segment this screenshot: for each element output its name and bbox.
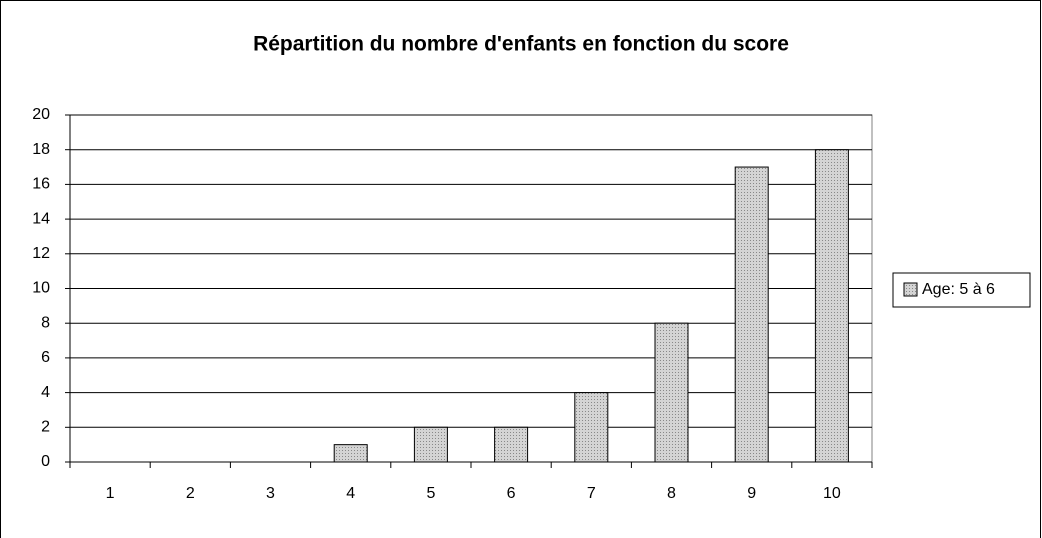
y-tick-label: 12: [32, 245, 50, 262]
y-tick-label: 4: [41, 384, 50, 401]
y-tick-label: 6: [41, 349, 50, 366]
y-tick-label: 10: [32, 280, 50, 297]
x-tick-label: 8: [667, 485, 676, 502]
y-tick-label: 0: [41, 453, 50, 470]
x-tick-label: 10: [823, 485, 841, 502]
bar: [333, 444, 368, 463]
bar: [654, 322, 689, 463]
chart-title: Répartition du nombre d'enfants en fonct…: [253, 33, 789, 56]
x-tick-label: 5: [426, 485, 435, 502]
legend-swatch: [903, 282, 918, 297]
bar: [574, 392, 609, 463]
y-tick-label: 16: [32, 176, 50, 193]
x-tick-label: 1: [106, 485, 115, 502]
x-tick-label: 4: [346, 485, 355, 502]
bar: [413, 426, 448, 463]
x-tick-label: 9: [747, 485, 756, 502]
bar: [814, 149, 849, 463]
x-tick-label: 3: [266, 485, 275, 502]
bar: [494, 426, 529, 463]
y-tick-label: 14: [32, 210, 50, 227]
y-tick-label: 8: [41, 314, 50, 331]
bar: [734, 166, 769, 463]
legend-label: Age: 5 à 6: [922, 281, 995, 298]
x-tick-label: 6: [507, 485, 516, 502]
x-tick-label: 7: [587, 485, 596, 502]
x-tick-label: 2: [186, 485, 195, 502]
y-tick-label: 20: [32, 106, 50, 123]
y-tick-label: 2: [41, 419, 50, 436]
y-tick-label: 18: [32, 141, 50, 158]
